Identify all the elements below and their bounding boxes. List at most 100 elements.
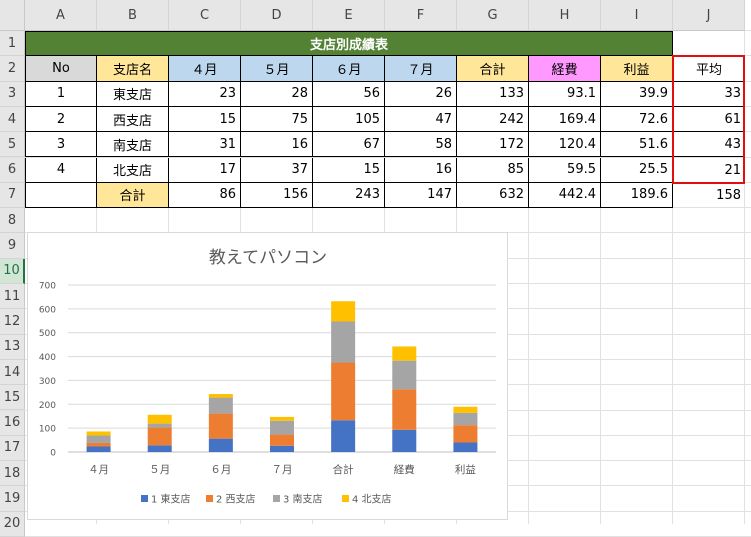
row-header-18[interactable]: 18 — [0, 461, 25, 487]
row-header-1[interactable]: 1 — [0, 31, 25, 57]
gridline — [528, 0, 529, 524]
column-header-e[interactable]: E — [313, 0, 385, 31]
branch-name-cell[interactable]: 北支店 — [97, 157, 169, 183]
average-header[interactable]: 平均 — [673, 56, 745, 82]
data-cell[interactable]: 59.5 — [529, 157, 601, 183]
total-cell[interactable]: 156 — [241, 182, 313, 209]
row-header-9[interactable]: 9 — [0, 233, 25, 259]
header-cell[interactable]: 利益 — [601, 56, 673, 82]
total-cell[interactable]: 147 — [385, 182, 457, 209]
data-cell[interactable]: 169.4 — [529, 106, 601, 133]
data-cell[interactable]: 15 — [169, 106, 241, 133]
header-cell[interactable]: 支店名 — [97, 56, 169, 82]
total-cell[interactable]: 632 — [457, 182, 529, 209]
average-cell[interactable]: 43 — [673, 132, 745, 158]
header-cell[interactable]: 経費 — [529, 56, 601, 82]
average-cell[interactable]: 33 — [673, 82, 745, 107]
data-cell[interactable]: 47 — [385, 106, 457, 133]
y-tick-label: 100 — [39, 425, 56, 435]
column-header-h[interactable]: H — [529, 0, 601, 31]
total-cell[interactable]: 243 — [313, 182, 385, 209]
data-cell[interactable]: 172 — [457, 132, 529, 158]
row-header-16[interactable]: 16 — [0, 410, 25, 436]
row-header-15[interactable]: 15 — [0, 385, 25, 411]
bar-segment-2 — [86, 442, 111, 447]
data-cell[interactable]: 28 — [241, 81, 313, 107]
branch-name-cell[interactable]: 東支店 — [97, 81, 169, 107]
header-cell[interactable]: ４月 — [169, 56, 241, 82]
data-cell[interactable]: 72.6 — [601, 106, 673, 133]
column-header-a[interactable]: A — [25, 0, 97, 31]
row-header-8[interactable]: 8 — [0, 208, 25, 234]
data-cell[interactable]: 26 — [385, 81, 457, 107]
data-cell[interactable]: 3 — [25, 132, 97, 158]
data-cell[interactable]: 1 — [25, 81, 97, 107]
total-cell[interactable]: 442.4 — [529, 182, 601, 209]
data-cell[interactable]: 4 — [25, 157, 97, 183]
column-header-b[interactable]: B — [97, 0, 169, 31]
column-header-g[interactable]: G — [457, 0, 529, 31]
row-header-11[interactable]: 11 — [0, 284, 25, 310]
row-header-10[interactable]: 10 — [0, 258, 25, 284]
total-label-cell[interactable]: 合計 — [97, 182, 169, 209]
column-header-c[interactable]: C — [169, 0, 241, 31]
header-cell[interactable]: 合計 — [457, 56, 529, 82]
total-cell[interactable]: 86 — [169, 182, 241, 209]
data-cell[interactable]: 51.6 — [601, 132, 673, 158]
data-cell[interactable]: 93.1 — [529, 81, 601, 107]
header-cell[interactable]: ７月 — [385, 56, 457, 82]
select-all-corner[interactable] — [0, 0, 25, 31]
data-cell[interactable]: 37 — [241, 157, 313, 183]
data-cell[interactable]: 23 — [169, 81, 241, 107]
row-header-7[interactable]: 7 — [0, 182, 25, 209]
data-cell[interactable]: 105 — [313, 106, 385, 133]
bar-segment-4 — [331, 301, 356, 322]
data-cell[interactable]: 16 — [241, 132, 313, 158]
x-tick-label: 利益 — [455, 463, 476, 476]
stacked-bar-chart[interactable]: 教えてパソコン 0 100 200 300 400 500 600 700 ４月 ５月 ６月 ７月 合計 経… — [27, 232, 508, 520]
column-header-d[interactable]: D — [241, 0, 313, 31]
data-cell[interactable]: 133 — [457, 81, 529, 107]
data-cell[interactable]: 31 — [169, 132, 241, 158]
row-header-20[interactable]: 20 — [0, 511, 25, 537]
header-cell[interactable]: ５月 — [241, 56, 313, 82]
row-header-6[interactable]: 6 — [0, 157, 25, 183]
data-cell[interactable]: 39.9 — [601, 81, 673, 107]
total-cell[interactable] — [25, 182, 97, 209]
column-header-f[interactable]: F — [385, 0, 457, 31]
chart-canvas: 教えてパソコン 0 100 200 300 400 500 600 700 ４月 ５月 ６月 ７月 合計 経… — [39, 248, 496, 506]
row-header-4[interactable]: 4 — [0, 106, 25, 133]
data-cell[interactable]: 15 — [313, 157, 385, 183]
row-header-5[interactable]: 5 — [0, 132, 25, 158]
data-cell[interactable]: 242 — [457, 106, 529, 133]
data-cell[interactable]: 67 — [313, 132, 385, 158]
data-cell[interactable]: 85 — [457, 157, 529, 183]
column-header-i[interactable]: I — [601, 0, 673, 31]
total-cell[interactable]: 189.6 — [601, 182, 673, 209]
data-cell[interactable]: 56 — [313, 81, 385, 107]
data-cell[interactable]: 75 — [241, 106, 313, 133]
data-cell[interactable]: 120.4 — [529, 132, 601, 158]
header-cell[interactable]: No — [25, 56, 97, 82]
row-header-2[interactable]: 2 — [0, 56, 25, 82]
average-cell[interactable]: 61 — [673, 107, 745, 133]
data-cell[interactable]: 58 — [385, 132, 457, 158]
average-cell[interactable]: 21 — [724, 162, 741, 178]
row-header-19[interactable]: 19 — [0, 486, 25, 512]
data-cell[interactable]: 17 — [169, 157, 241, 183]
bar-segment-2 — [453, 425, 478, 443]
data-cell[interactable]: 25.5 — [601, 157, 673, 183]
row-header-17[interactable]: 17 — [0, 435, 25, 462]
header-cell[interactable]: ６月 — [313, 56, 385, 82]
column-header-j[interactable]: J — [673, 0, 745, 31]
row-header-13[interactable]: 13 — [0, 334, 25, 360]
average-total-cell[interactable]: 158 — [716, 187, 741, 203]
branch-name-cell[interactable]: 南支店 — [97, 132, 169, 158]
row-header-3[interactable]: 3 — [0, 81, 25, 107]
table-title[interactable]: 支店別成績表 — [25, 31, 673, 57]
data-cell[interactable]: 16 — [385, 157, 457, 183]
row-header-12[interactable]: 12 — [0, 309, 25, 335]
row-header-14[interactable]: 14 — [0, 359, 25, 386]
data-cell[interactable]: 2 — [25, 106, 97, 133]
branch-name-cell[interactable]: 西支店 — [97, 106, 169, 133]
